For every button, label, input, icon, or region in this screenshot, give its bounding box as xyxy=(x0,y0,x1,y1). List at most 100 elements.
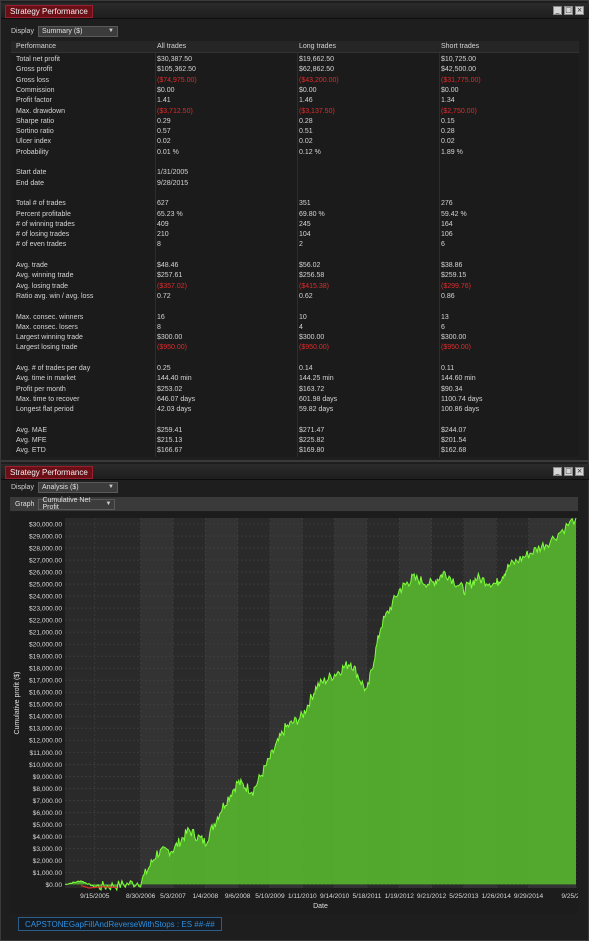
row-value: $30,387.50 xyxy=(157,56,193,63)
minimize-icon[interactable]: _ xyxy=(553,467,562,476)
row-value: 16 xyxy=(157,313,165,321)
table-row: Probability 0.01 % 0.12 % 1.89 % xyxy=(11,148,579,158)
row-value: 0.15 xyxy=(441,117,455,125)
row-value: ($299.76) xyxy=(441,282,471,290)
y-tick-label: $22,000.00 xyxy=(29,618,62,625)
drawdown-line xyxy=(80,885,117,889)
row-value: 104 xyxy=(299,231,311,239)
table-row: Sortino ratio 0.57 0.51 0.28 xyxy=(11,127,579,137)
row-label: Largest losing trade xyxy=(16,344,78,352)
table-row: Commission $0.00 $0.00 $0.00 xyxy=(11,86,579,96)
y-tick-label: $9,000.00 xyxy=(33,774,63,781)
y-tick-label: $6,000.00 xyxy=(33,810,63,817)
cumulative-profit-chart[interactable]: $0.00 $1,000.00 $2,000.00 $3,000.00 $4,000.0… xyxy=(10,512,578,914)
row-value: 0.11 xyxy=(441,365,455,372)
row-value: 351 xyxy=(299,200,311,208)
chart-band xyxy=(140,518,174,888)
row-value: ($3,137.50) xyxy=(299,107,335,115)
row-value: ($950.00) xyxy=(157,344,187,352)
row-label: Commission xyxy=(16,86,55,94)
panel-title[interactable]: Strategy Performance xyxy=(5,5,93,18)
y-tick-label: $4,000.00 xyxy=(33,834,63,841)
row-value: 0.01 % xyxy=(157,148,179,156)
row-label: Avg. trade xyxy=(16,262,48,269)
table-row: Avg. losing trade ($357.02) ($415.38) ($299… xyxy=(11,282,579,292)
row-value: $257.61 xyxy=(157,272,183,280)
y-tick-label: $3,000.00 xyxy=(33,846,63,853)
table-row: End date 9/28/2015 xyxy=(11,179,579,189)
row-value: 69.80 % xyxy=(299,210,325,218)
table-row: Total # of trades 627 351 276 xyxy=(11,199,579,209)
row-label: Longest flat period xyxy=(16,406,74,414)
y-tick-label: $15,000.00 xyxy=(29,702,62,709)
row-label: Ratio avg. win / avg. loss xyxy=(16,292,94,300)
row-value: 9/28/2015 xyxy=(157,179,189,187)
row-label: Max. drawdown xyxy=(16,107,66,115)
table-row: Max. consec. winners 16 10 13 xyxy=(11,313,579,323)
row-value: 1.41 xyxy=(157,97,171,105)
y-tick-label: $19,000.00 xyxy=(29,654,62,661)
close-icon[interactable]: × xyxy=(575,6,584,15)
row-value: 0.28 xyxy=(441,128,455,136)
profit-line xyxy=(64,517,577,892)
y-tick-label: $16,000.00 xyxy=(29,690,62,697)
row-label: # of winning trades xyxy=(16,220,75,228)
row-label: # of even trades xyxy=(16,241,67,249)
maximize-icon[interactable]: □ xyxy=(564,467,573,476)
row-value: 6 xyxy=(441,241,445,249)
row-value: 0.02 xyxy=(299,138,313,146)
column-header[interactable]: All trades xyxy=(157,43,187,50)
row-label: Sharpe ratio xyxy=(16,117,55,125)
row-value: 2 xyxy=(299,241,303,249)
row-label: Max. consec. winners xyxy=(16,313,84,321)
row-label: Profit per month xyxy=(16,385,66,393)
row-value: 144.40 min xyxy=(157,375,192,383)
row-label: Percent profitable xyxy=(16,210,71,218)
row-label: Sortino ratio xyxy=(16,128,54,136)
maximize-icon[interactable]: □ xyxy=(564,6,573,15)
display-select[interactable]: Analysis ($) ▼ xyxy=(37,481,118,493)
row-value: 106 xyxy=(441,231,453,239)
row-value: 1.34 xyxy=(441,97,455,105)
x-tick-label: 1/19/2012 xyxy=(385,893,415,900)
row-value: 0.29 xyxy=(157,117,171,125)
chevron-down-icon: ▼ xyxy=(108,28,114,34)
row-value: $10,725.00 xyxy=(441,56,477,63)
row-value: 144.25 min xyxy=(299,375,334,383)
display-label: Display xyxy=(11,483,34,491)
row-value: 646.07 days xyxy=(157,395,196,403)
strategy-tab[interactable]: CAPSTONEGapFillAndReverseWithStops : ES … xyxy=(18,917,222,931)
row-value: 59.42 % xyxy=(441,210,467,218)
y-tick-label: $24,000.00 xyxy=(29,594,62,601)
table-row: # of even trades 8 2 6 xyxy=(11,240,579,250)
column-header[interactable]: Short trades xyxy=(441,43,480,50)
graph-select-value: Cumulative Net Profit xyxy=(42,497,91,511)
table-row: Largest losing trade ($950.00) ($950.00) ($… xyxy=(11,343,579,353)
minimize-icon[interactable]: _ xyxy=(553,6,562,15)
profit-area xyxy=(65,518,576,891)
row-label: Ulcer index xyxy=(16,138,52,146)
column-header[interactable]: Performance xyxy=(16,43,57,50)
table-row: Start date 1/31/2005 xyxy=(11,168,579,178)
y-tick-label: $23,000.00 xyxy=(29,606,62,613)
row-value: 0.86 xyxy=(441,292,455,300)
row-value: $162.68 xyxy=(441,447,467,455)
row-value: $253.02 xyxy=(157,385,183,393)
row-value: $259.41 xyxy=(157,426,183,434)
y-tick-label: $20,000.00 xyxy=(29,642,62,649)
panel-title[interactable]: Strategy Performance xyxy=(5,466,93,479)
display-select[interactable]: Summary ($) ▼ xyxy=(37,25,118,37)
x-tick-label: 5/10/2009 xyxy=(255,893,285,900)
y-tick-label: $27,000.00 xyxy=(29,558,62,565)
table-row: Gross loss ($74,975.00) ($43,200.00) ($31,7… xyxy=(11,76,579,86)
row-value: $300.00 xyxy=(441,334,467,342)
column-header[interactable]: Long trades xyxy=(299,43,336,50)
row-value: $105,362.50 xyxy=(157,66,196,74)
graph-select[interactable]: Cumulative Net Profit ▼ xyxy=(38,497,116,511)
row-value: 276 xyxy=(441,200,453,208)
row-value: ($43,200.00) xyxy=(299,76,339,84)
row-label: Avg. losing trade xyxy=(16,282,69,290)
row-value: $259.15 xyxy=(441,272,467,280)
close-icon[interactable]: × xyxy=(575,467,584,476)
row-value: $256.58 xyxy=(299,272,325,280)
